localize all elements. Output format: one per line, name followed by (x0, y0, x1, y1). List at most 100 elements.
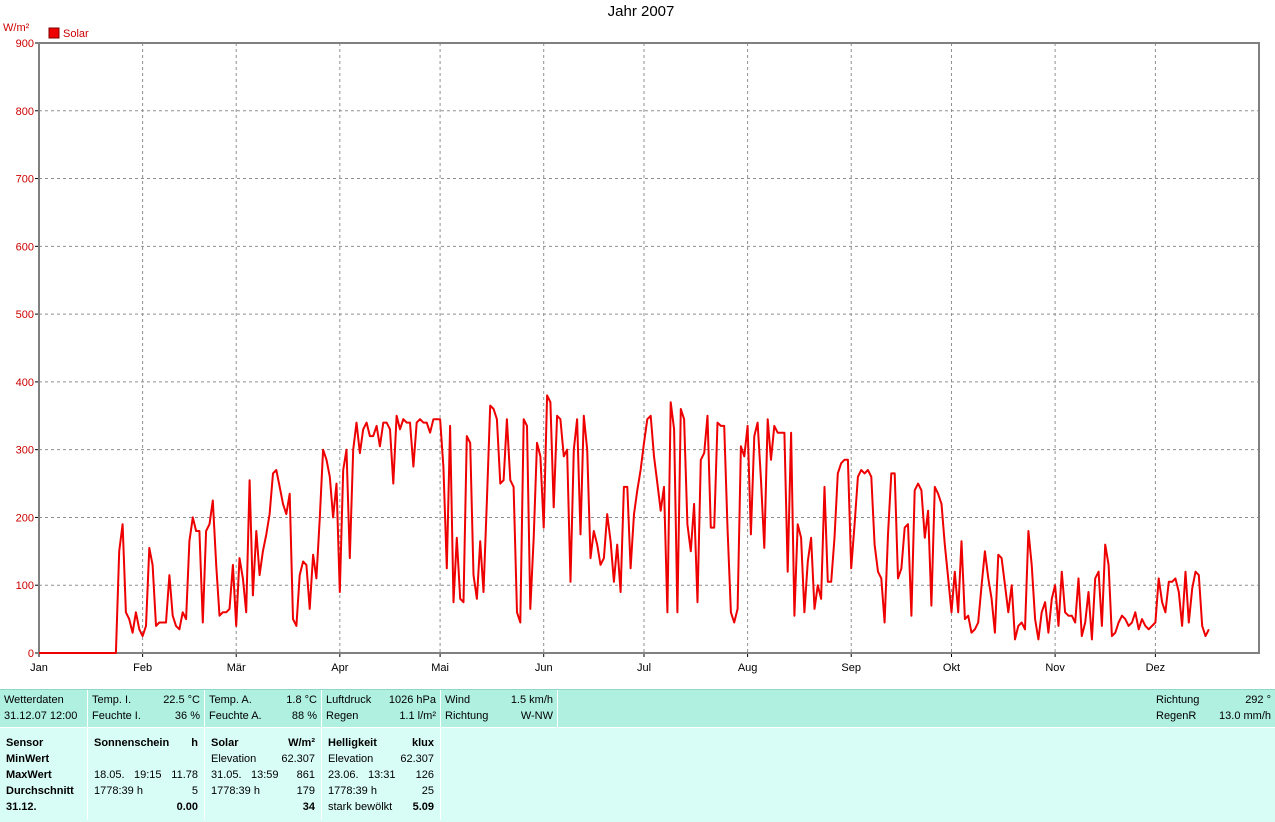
stats-sunshine-column: Sonnenschein h 18.05. 19:15 11.78 1778:39 h… (88, 728, 205, 820)
series-line-solar (39, 394, 1210, 654)
stats-label-sensor: Sensor (6, 737, 44, 749)
outdoor-cell: Temp. A. 1.8 °C Feuchte A. 88 % (205, 690, 322, 727)
wind-cell: Wind 1.5 km/h Richtung W-NW (441, 690, 558, 727)
brightness-max-value: 126 (415, 769, 434, 781)
x-tick-label: Mai (431, 662, 449, 674)
rain-label: Regen (326, 710, 359, 722)
x-tick-label: Dez (1146, 662, 1166, 674)
sunshine-day-value: 0.00 (176, 801, 198, 813)
brightness-unit: klux (411, 737, 434, 749)
brightness-max-date: 23.06. (328, 769, 359, 781)
stats-label-day: 31.12. (6, 801, 37, 813)
y-tick-label: 100 (16, 580, 34, 592)
stats-label-max: MaxWert (6, 769, 52, 781)
sunshine-avg-time: 1778:39 h (94, 785, 143, 797)
solar-avg-time: 1778:39 h (211, 785, 260, 797)
weather-datetime-cell: Wetterdaten 31.12.07 12:00 (0, 690, 88, 727)
stats-label-average: Durchschnitt (6, 785, 74, 797)
indoor-temp-label: Temp. I. (92, 694, 132, 706)
solar-year-chart: Jahr 2007 W/m² Solar 0 100 200 300 400 500 600… (3, 3, 1260, 674)
x-tick-label: Aug (738, 662, 758, 674)
y-tick-label: 400 (16, 377, 34, 389)
brightness-elevation-label: Elevation (328, 753, 374, 765)
x-tick-label: Nov (1045, 662, 1065, 674)
x-tick-label: Apr (331, 662, 348, 674)
weather-data-datetime: 31.12.07 12:00 (4, 710, 78, 722)
brightness-elevation-value: 62.307 (400, 753, 434, 765)
stats-label-min: MinWert (6, 753, 50, 765)
weather-data-label: Wetterdaten (4, 694, 64, 706)
brightness-max-time: 13:31 (368, 769, 396, 781)
legend-swatch (48, 27, 60, 39)
y-tick-label: 200 (16, 512, 34, 524)
wind-label: Wind (445, 694, 471, 706)
direction-label: Richtung (1156, 694, 1200, 706)
wind-direction-label: Richtung (445, 710, 489, 722)
rain-rate-value: 13.0 mm/h (1219, 710, 1271, 722)
x-axis-ticks: Jan Feb Mär Apr Mai Jun Jul Aug Sep Okt Nov Dez (30, 653, 1165, 674)
pressure-label: Luftdruck (326, 694, 372, 706)
sunshine-unit: h (191, 737, 198, 749)
solar-max-date: 31.05. (211, 769, 242, 781)
direction-rainrate-cell: Richtung 292 ° RegenR 13.0 mm/h (1152, 690, 1275, 727)
solar-day-value: 34 (302, 801, 315, 813)
sunshine-avg-value: 5 (191, 785, 198, 797)
brightness-avg-time: 1778:39 h (328, 785, 377, 797)
plot-area-border (38, 42, 1260, 654)
indoor-humidity-label: Feuchte I. (92, 710, 141, 722)
wind-value: 1.5 km/h (510, 694, 553, 706)
direction-degrees-value: 292 ° (1245, 694, 1271, 706)
chart-title: Jahr 2007 (608, 3, 675, 20)
statistics-panel: Sensor MinWert MaxWert Durchschnitt 31.1… (0, 728, 1275, 822)
y-tick-label: 600 (16, 241, 34, 253)
solar-elevation-label: Elevation (211, 753, 257, 765)
indoor-cell: Temp. I. 22.5 °C Feuchte I. 36 % (88, 690, 205, 727)
solar-title: Solar (211, 737, 239, 749)
weather-data-bar: Wetterdaten 31.12.07 12:00 Temp. I. 22.5 … (0, 689, 1275, 727)
x-tick-label: Feb (133, 662, 152, 674)
x-tick-label: Jul (637, 662, 651, 674)
sunshine-max-time: 19:15 (134, 769, 162, 781)
solar-unit: W/m² (288, 737, 315, 749)
x-tick-label: Sep (841, 662, 861, 674)
grid-lines (39, 43, 1259, 653)
rain-value: 1.1 l/m² (399, 710, 436, 722)
solar-max-time: 13:59 (251, 769, 279, 781)
y-tick-label: 800 (16, 106, 34, 118)
x-tick-label: Jun (535, 662, 553, 674)
brightness-title: Helligkeit (328, 737, 377, 749)
brightness-day-value: 5.09 (412, 801, 434, 813)
outdoor-humidity-label: Feuchte A. (209, 710, 262, 722)
outdoor-temp-label: Temp. A. (209, 694, 252, 706)
y-tick-label: 0 (28, 648, 34, 660)
x-tick-label: Jan (30, 662, 48, 674)
legend-label-solar: Solar (63, 28, 89, 40)
solar-avg-value: 179 (296, 785, 315, 797)
indoor-humidity-value: 36 % (174, 710, 200, 722)
sunshine-max-value: 11.78 (171, 769, 198, 781)
stats-solar-column: Solar W/m² Elevation 62.307 31.05. 13:59 861… (205, 728, 322, 820)
pressure-cell: Luftdruck 1026 hPa Regen 1.1 l/m² (322, 690, 441, 727)
outdoor-temp-value: 1.8 °C (286, 694, 317, 706)
y-axis-unit: W/m² (3, 22, 30, 34)
y-tick-label: 700 (16, 174, 34, 186)
y-tick-label: 500 (16, 309, 34, 321)
stats-brightness-column: Helligkeit klux Elevation 62.307 23.06. 13:… (322, 728, 441, 820)
sunshine-max-date: 18.05. (94, 769, 125, 781)
brightness-avg-value: 25 (421, 785, 434, 797)
sunshine-title: Sonnenschein (94, 737, 170, 749)
brightness-day-label: stark bewölkt (328, 801, 393, 813)
wind-direction-value: W-NW (520, 710, 553, 722)
solar-elevation-value: 62.307 (281, 753, 315, 765)
x-tick-label: Mär (227, 662, 246, 674)
solar-max-value: 861 (296, 769, 315, 781)
y-tick-label: 300 (16, 445, 34, 457)
rain-rate-label: RegenR (1156, 710, 1197, 722)
y-tick-label: 900 (16, 38, 34, 50)
stats-labels-column: Sensor MinWert MaxWert Durchschnitt 31.1… (0, 728, 88, 820)
y-axis-ticks: 0 100 200 300 400 500 600 700 800 900 (16, 38, 39, 660)
pressure-value: 1026 hPa (388, 694, 436, 706)
indoor-temp-value: 22.5 °C (163, 694, 200, 706)
x-tick-label: Okt (943, 662, 960, 674)
outdoor-humidity-value: 88 % (291, 710, 317, 722)
